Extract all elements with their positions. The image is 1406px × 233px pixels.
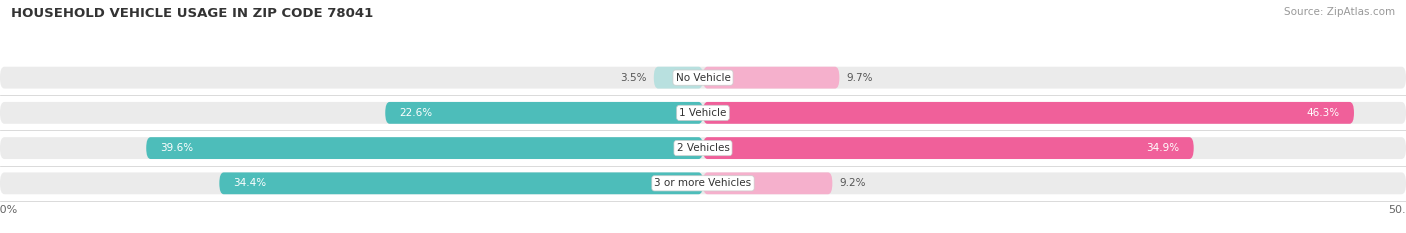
- FancyBboxPatch shape: [0, 172, 1406, 194]
- FancyBboxPatch shape: [703, 67, 839, 89]
- Text: 46.3%: 46.3%: [1306, 108, 1340, 118]
- FancyBboxPatch shape: [0, 102, 1406, 124]
- FancyBboxPatch shape: [0, 67, 1406, 89]
- FancyBboxPatch shape: [0, 137, 1406, 159]
- FancyBboxPatch shape: [146, 137, 703, 159]
- FancyBboxPatch shape: [654, 67, 703, 89]
- FancyBboxPatch shape: [703, 137, 1194, 159]
- Text: 22.6%: 22.6%: [399, 108, 433, 118]
- Text: 1 Vehicle: 1 Vehicle: [679, 108, 727, 118]
- Text: Source: ZipAtlas.com: Source: ZipAtlas.com: [1284, 7, 1395, 17]
- Text: 39.6%: 39.6%: [160, 143, 194, 153]
- FancyBboxPatch shape: [219, 172, 703, 194]
- Text: 3 or more Vehicles: 3 or more Vehicles: [654, 178, 752, 188]
- FancyBboxPatch shape: [703, 172, 832, 194]
- Text: 3.5%: 3.5%: [620, 73, 647, 83]
- Text: 34.4%: 34.4%: [233, 178, 267, 188]
- Text: 9.2%: 9.2%: [839, 178, 866, 188]
- Text: HOUSEHOLD VEHICLE USAGE IN ZIP CODE 78041: HOUSEHOLD VEHICLE USAGE IN ZIP CODE 7804…: [11, 7, 374, 20]
- FancyBboxPatch shape: [385, 102, 703, 124]
- FancyBboxPatch shape: [703, 102, 1354, 124]
- Text: 2 Vehicles: 2 Vehicles: [676, 143, 730, 153]
- Text: No Vehicle: No Vehicle: [675, 73, 731, 83]
- Text: 34.9%: 34.9%: [1146, 143, 1180, 153]
- Text: 9.7%: 9.7%: [846, 73, 873, 83]
